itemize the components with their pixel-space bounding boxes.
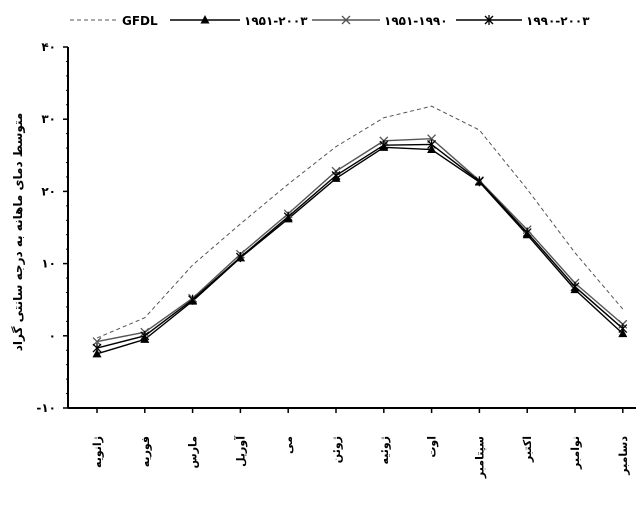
x-tick-label: مارس [187, 436, 200, 468]
y-tick-label: ۰ [49, 329, 56, 343]
series-line [96, 105, 624, 339]
series-line [96, 137, 624, 343]
series-gfdl [96, 105, 624, 339]
x-tick-label: ژوئن [330, 436, 343, 463]
legend-item: ۱۹۵۱-۱۹۹۰ [312, 14, 448, 28]
series-layer [92, 105, 628, 358]
legend-label: ۱۹۹۰-۲۰۰۳ [526, 14, 590, 28]
legend-item: GFDL [70, 14, 158, 28]
x-marker [92, 337, 102, 347]
axes [67, 47, 636, 409]
legend-item: ۱۹۵۱-۲۰۰۳ [170, 14, 308, 28]
y-tick-label: ۳۰ [41, 112, 56, 126]
y-tick-label: ۱۰ [41, 257, 56, 271]
x-tick-label: ژانویه [91, 436, 104, 468]
triangle-marker [200, 15, 210, 24]
series-line [96, 143, 624, 349]
legend: GFDL ۱۹۵۱-۲۰۰۳ ۱۹۵۱-۱۹۹۰ ۱۹۹۰-۲۰۰۳ [70, 14, 590, 28]
x-tick-label: آوریل [233, 436, 247, 467]
series-line [96, 146, 624, 355]
x-tick-label: اوت [426, 436, 439, 458]
x-marker [341, 15, 351, 25]
x-tick-label: اکتبر [521, 436, 534, 463]
x-tick-label: می [282, 436, 295, 454]
y-tick-label: -۱۰ [36, 401, 56, 415]
y-ticks: -۱۰ ۰ ۱۰ ۲۰ ۳۰ ۴۰ [36, 40, 68, 415]
legend-label: GFDL [122, 14, 158, 28]
legend-label: ۱۹۵۱-۲۰۰۳ [244, 14, 308, 28]
series-line [92, 142, 628, 358]
legend-item: ۱۹۹۰-۲۰۰۳ [456, 14, 590, 28]
series-line [92, 139, 628, 354]
x-tick-label: سپتامبر [473, 436, 486, 479]
y-axis-label: متوسط دمای ماهانه به درجه سانتی گراد [11, 113, 26, 352]
legend-label: ۱۹۵۱-۱۹۹۰ [384, 14, 448, 28]
x-ticks: ژانویه فوریه مارس آوریل می ژوئن ژوئیه اوت سپتامب… [91, 408, 630, 479]
x-tick-label: فوریه [139, 436, 152, 467]
x-tick-label: نوامبر [569, 436, 582, 470]
y-tick-label: ۴۰ [41, 40, 56, 54]
triangle-marker [92, 348, 102, 358]
x-tick-label: ژوئیه [378, 436, 391, 464]
x-tick-label: دسامبر [617, 436, 630, 476]
y-tick-label: ۲۰ [41, 184, 56, 198]
